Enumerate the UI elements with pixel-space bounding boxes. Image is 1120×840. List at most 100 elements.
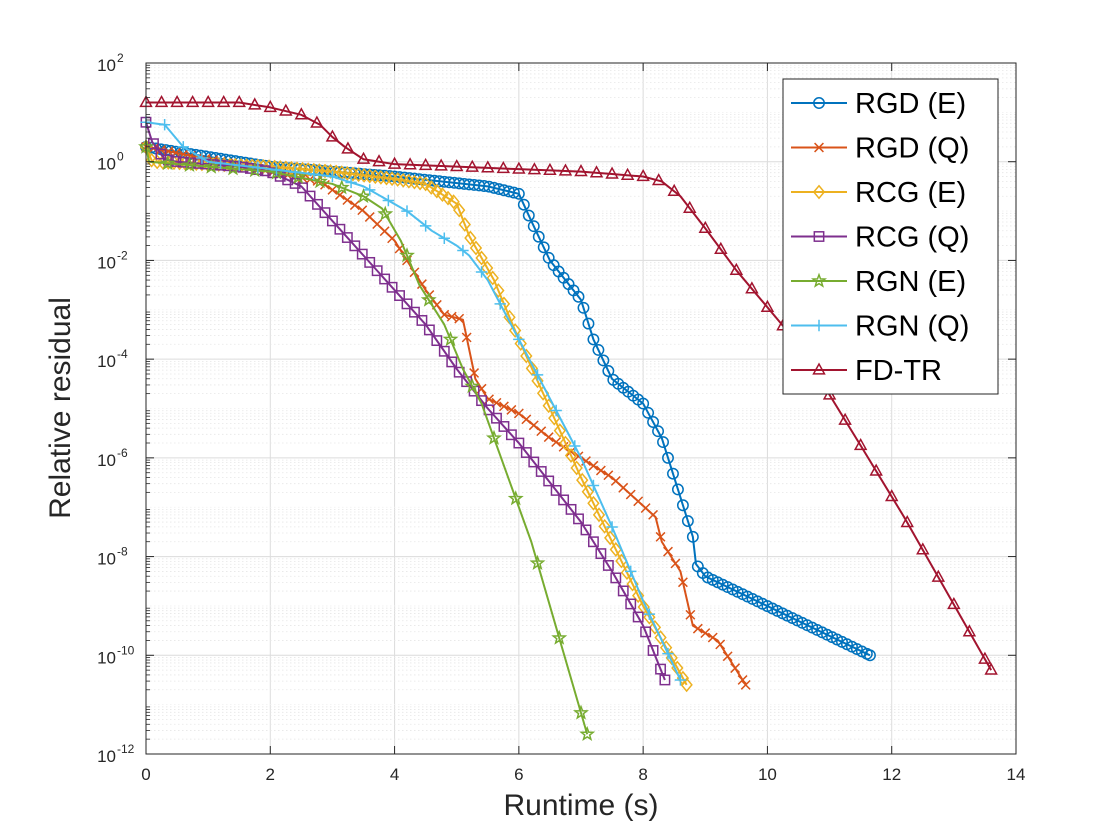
data-point bbox=[550, 485, 562, 496]
data-point bbox=[602, 560, 614, 571]
data-point bbox=[263, 99, 278, 113]
data-point bbox=[683, 200, 697, 213]
data-point bbox=[508, 323, 522, 338]
data-point bbox=[498, 421, 510, 432]
data-point bbox=[319, 207, 331, 219]
data-point bbox=[643, 608, 656, 620]
y-tick-label: 10 -10 bbox=[97, 643, 135, 667]
data-point bbox=[465, 159, 479, 172]
data-point bbox=[203, 158, 220, 174]
data-point bbox=[527, 220, 540, 233]
x-tick-label: 6 bbox=[514, 765, 523, 784]
data-point bbox=[606, 521, 618, 533]
data-point bbox=[686, 530, 699, 543]
data-point bbox=[461, 332, 472, 343]
data-point bbox=[570, 460, 583, 476]
data-point bbox=[403, 157, 417, 170]
data-point bbox=[529, 554, 546, 570]
data-point bbox=[394, 290, 405, 302]
data-point bbox=[507, 186, 520, 199]
data-point bbox=[595, 465, 606, 476]
data-point bbox=[715, 639, 726, 650]
data-point bbox=[548, 410, 561, 426]
series-line-rcg-q bbox=[145, 121, 666, 681]
data-point bbox=[201, 94, 215, 108]
x-tick-label: 0 bbox=[141, 765, 150, 784]
data-point bbox=[745, 281, 759, 294]
data-point bbox=[505, 429, 517, 441]
data-point bbox=[431, 335, 443, 347]
data-point bbox=[543, 432, 554, 443]
data-point bbox=[475, 250, 488, 266]
data-point bbox=[536, 426, 547, 437]
data-point bbox=[676, 499, 689, 512]
series-line-fd-tr bbox=[146, 101, 993, 671]
data-point bbox=[553, 423, 567, 439]
data-point bbox=[507, 490, 524, 506]
data-point bbox=[737, 675, 748, 685]
data-point bbox=[349, 200, 360, 211]
data-point bbox=[637, 397, 650, 410]
data-point bbox=[592, 507, 606, 523]
data-point bbox=[663, 546, 673, 557]
legend-item-rcg-e: RCG (E) bbox=[791, 177, 966, 209]
data-point bbox=[692, 623, 703, 634]
x-tick-label: 4 bbox=[390, 765, 399, 784]
data-point bbox=[869, 463, 883, 476]
data-point bbox=[551, 629, 568, 645]
data-point bbox=[662, 451, 674, 464]
data-point bbox=[341, 232, 353, 243]
data-point bbox=[162, 154, 174, 166]
data-point bbox=[222, 160, 234, 172]
y-tick-label: 10 0 bbox=[97, 150, 124, 174]
data-point bbox=[522, 209, 535, 222]
data-point bbox=[532, 230, 545, 243]
legend-marker bbox=[813, 319, 825, 332]
data-point bbox=[543, 475, 555, 487]
data-point bbox=[598, 518, 611, 534]
data-point bbox=[364, 256, 376, 268]
data-point bbox=[434, 158, 448, 171]
data-point bbox=[349, 240, 361, 252]
data-point bbox=[341, 141, 355, 154]
data-point bbox=[647, 645, 659, 656]
x-tick-label: 8 bbox=[638, 765, 647, 784]
data-point bbox=[617, 585, 629, 597]
data-point bbox=[419, 220, 432, 232]
data-point bbox=[310, 115, 324, 128]
data-point bbox=[597, 354, 610, 367]
legend-marker bbox=[812, 184, 826, 200]
data-point bbox=[667, 467, 679, 480]
data-point bbox=[195, 156, 209, 172]
data-point bbox=[334, 190, 345, 200]
data-point bbox=[469, 240, 483, 256]
data-point bbox=[652, 425, 665, 438]
data-point bbox=[592, 343, 605, 356]
data-point bbox=[170, 94, 184, 108]
data-point bbox=[573, 704, 589, 720]
data-point bbox=[517, 198, 530, 211]
data-point bbox=[640, 626, 652, 638]
data-point bbox=[651, 173, 666, 186]
y-tick-base: 10 bbox=[97, 155, 116, 174]
data-point bbox=[270, 164, 283, 176]
data-point bbox=[674, 674, 687, 686]
data-point bbox=[565, 503, 577, 515]
legend-label: RGN (Q) bbox=[855, 311, 969, 343]
data-point bbox=[416, 279, 427, 290]
data-point bbox=[527, 162, 542, 175]
data-point bbox=[464, 377, 481, 394]
data-point bbox=[838, 412, 852, 425]
data-point bbox=[386, 281, 398, 293]
data-point bbox=[513, 333, 525, 346]
data-point bbox=[521, 414, 532, 425]
data-point bbox=[446, 311, 457, 322]
y-axis-label: Relative residual bbox=[44, 297, 77, 519]
legend-item-rgd-q: RGD (Q) bbox=[791, 133, 969, 165]
data-point bbox=[864, 649, 876, 662]
data-point bbox=[514, 336, 527, 351]
data-point bbox=[308, 168, 320, 181]
data-point bbox=[154, 94, 169, 108]
data-point bbox=[722, 651, 733, 662]
